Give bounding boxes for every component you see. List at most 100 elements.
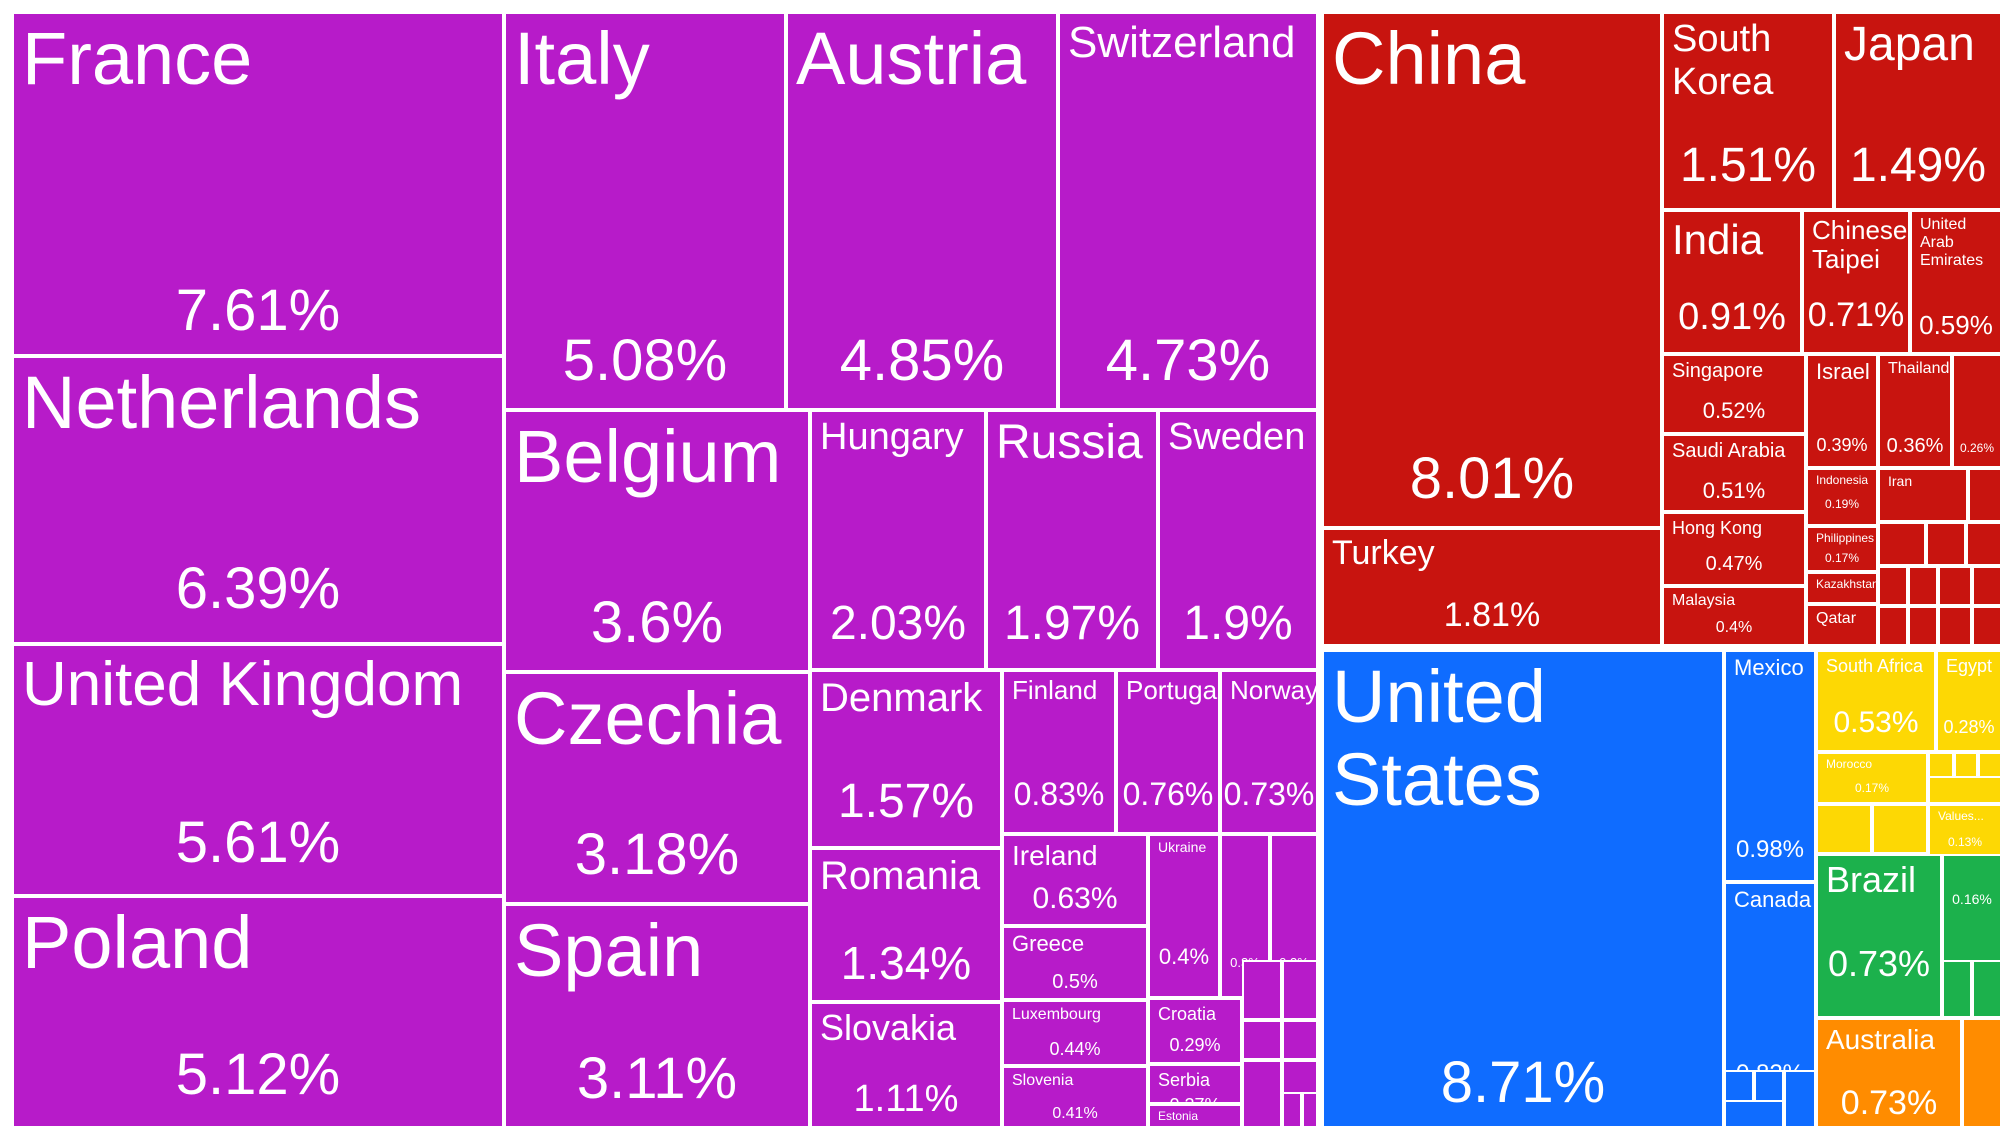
treemap-tile-small-cell[interactable] xyxy=(1962,1018,2002,1128)
treemap-tile-small-cell[interactable] xyxy=(1282,1020,1318,1060)
tile-name-label: United Kingdom xyxy=(22,650,464,719)
treemap-tile-small-cell[interactable] xyxy=(1978,752,2002,778)
tile-value-label: 0.83% xyxy=(1013,776,1105,812)
tile-value-label: 8.01% xyxy=(1409,446,1575,511)
treemap-tile-hungary[interactable]: Hungary 2.03% xyxy=(810,410,986,670)
treemap-tile-small-cell[interactable] xyxy=(1242,960,1282,1020)
treemap-tile-czechia[interactable]: Czechia 3.18% xyxy=(504,672,810,904)
treemap-tile-france[interactable]: France 7.61% xyxy=(12,12,504,356)
treemap-tile-greece[interactable]: Greece 0.5% xyxy=(1002,926,1148,1000)
treemap-tile-japan[interactable]: Japan 1.49% xyxy=(1834,12,2002,210)
treemap-tile-ireland[interactable]: Ireland 0.63% xyxy=(1002,834,1148,926)
tile-value-label: 0.41% xyxy=(1052,1105,1098,1122)
treemap-tile-small-cell[interactable] xyxy=(1942,960,1972,1018)
treemap-tile-luxembourg[interactable]: Luxembourg 0.44% xyxy=(1002,1000,1148,1066)
treemap-tile-turkey[interactable]: Turkey 1.81% xyxy=(1322,528,1662,646)
tile-value-label: 8.71% xyxy=(1440,1050,1606,1115)
treemap-tile-small-cell[interactable] xyxy=(1302,1092,1318,1128)
treemap-tile-small-cell[interactable] xyxy=(1242,1020,1282,1060)
treemap-tile-ukraine[interactable]: Ukraine 0.4% xyxy=(1148,834,1220,998)
treemap-tile-small-cell[interactable] xyxy=(1724,1100,1784,1128)
treemap-tile-values[interactable]: Values... 0.13% xyxy=(1928,804,2002,856)
treemap-tile-india[interactable]: India 0.91% xyxy=(1662,210,1802,354)
treemap-tile-israel[interactable]: Israel 0.39% xyxy=(1806,354,1878,468)
treemap-tile-south-africa[interactable]: South Africa 0.53% xyxy=(1816,650,1936,752)
treemap-tile-small-cell[interactable] xyxy=(1938,606,1972,646)
treemap-tile-croatia[interactable]: Croatia 0.29% xyxy=(1148,998,1242,1064)
treemap-tile-slovenia[interactable]: Slovenia 0.41% xyxy=(1002,1066,1148,1128)
tile-name-label: Netherlands xyxy=(22,361,422,444)
treemap-tile-united-states[interactable]: United States 8.71% xyxy=(1322,650,1724,1128)
treemap-tile-small-cell[interactable] xyxy=(1972,960,2002,1018)
treemap-tile-small-cell[interactable] xyxy=(1282,1092,1302,1128)
treemap-tile-morocco[interactable]: Morocco 0.17% xyxy=(1816,752,1928,804)
tile-name-label: France xyxy=(22,17,253,100)
treemap-tile-small-cell[interactable] xyxy=(1908,566,1938,606)
treemap-tile-switzerland[interactable]: Switzerland 4.73% xyxy=(1058,12,1318,410)
tile-name-label: United States xyxy=(1332,655,1546,821)
treemap-tile-cell-1-13[interactable]: 0.26% xyxy=(1952,354,2002,468)
treemap-tile-small-cell[interactable] xyxy=(1938,566,1972,606)
treemap-tile-malaysia[interactable]: Malaysia 0.4% xyxy=(1662,586,1806,646)
treemap-tile-small-cell[interactable] xyxy=(1878,566,1908,606)
treemap-tile-australia[interactable]: Australia 0.73% xyxy=(1816,1018,1962,1128)
treemap-tile-small-cell[interactable] xyxy=(1242,1060,1282,1128)
treemap-tile-norway[interactable]: Norway 0.73% xyxy=(1220,670,1318,834)
treemap-tile-small-cell[interactable] xyxy=(1966,522,2002,566)
treemap-tile-serbia[interactable]: Serbia 0.27% xyxy=(1148,1064,1242,1104)
treemap-tile-small-cell[interactable] xyxy=(1928,752,1954,778)
treemap-tile-small-cell[interactable] xyxy=(1872,804,1928,854)
treemap-tile-slovakia[interactable]: Slovakia 1.11% xyxy=(810,1002,1002,1128)
treemap-tile-brazil[interactable]: Brazil 0.73% xyxy=(1816,854,1942,1018)
treemap-tile-sweden[interactable]: Sweden 1.9% xyxy=(1158,410,1318,670)
treemap-tile-egypt[interactable]: Egypt 0.28% xyxy=(1936,650,2002,752)
treemap-tile-austria[interactable]: Austria 4.85% xyxy=(786,12,1058,410)
treemap-tile-small-cell[interactable] xyxy=(1972,566,2002,606)
treemap-tile-russia[interactable]: Russia 1.97% xyxy=(986,410,1158,670)
treemap-tile-denmark[interactable]: Denmark 1.57% xyxy=(810,670,1002,848)
treemap-tile-small-cell[interactable] xyxy=(1784,1070,1816,1128)
treemap-tile-singapore[interactable]: Singapore 0.52% xyxy=(1662,354,1806,434)
treemap-tile-small-cell[interactable] xyxy=(1282,960,1318,1020)
tile-name-label: Hong Kong xyxy=(1672,518,1763,538)
tile-value-label: 1.34% xyxy=(840,937,972,989)
treemap-tile-small-cell[interactable] xyxy=(1954,752,1978,778)
treemap-tile-belgium[interactable]: Belgium 3.6% xyxy=(504,410,810,672)
treemap-tile-united-kingdom[interactable]: United Kingdom 5.61% xyxy=(12,644,504,896)
treemap-tile-small-cell[interactable] xyxy=(1968,468,2002,522)
treemap-tile-iran[interactable]: Iran xyxy=(1878,468,1968,522)
treemap-tile-thailand[interactable]: Thailand 0.36% xyxy=(1878,354,1952,468)
treemap-tile-portugal[interactable]: Portugal 0.76% xyxy=(1116,670,1220,834)
treemap-tile-netherlands[interactable]: Netherlands 6.39% xyxy=(12,356,504,644)
treemap-tile-united-arab-emirates[interactable]: United Arab Emirates 0.59% xyxy=(1910,210,2002,354)
treemap-tile-poland[interactable]: Poland 5.12% xyxy=(12,896,504,1128)
treemap-tile-romania[interactable]: Romania 1.34% xyxy=(810,848,1002,1002)
treemap-tile-chinese-taipei[interactable]: Chinese Taipei 0.71% xyxy=(1802,210,1910,354)
tile-value-label: 0.73% xyxy=(1840,1084,1938,1122)
treemap-tile-indonesia[interactable]: Indonesia 0.19% xyxy=(1806,468,1878,526)
treemap-tile-china[interactable]: China 8.01% xyxy=(1322,12,1662,528)
treemap-tile-kazakhstan[interactable]: Kazakhstan xyxy=(1806,572,1878,604)
treemap-tile-qatar[interactable]: Qatar xyxy=(1806,604,1878,646)
treemap-tile-italy[interactable]: Italy 5.08% xyxy=(504,12,786,410)
tile-name-label: Belgium xyxy=(514,415,782,498)
treemap-tile-small-cell[interactable] xyxy=(1908,606,1938,646)
treemap-tile-finland[interactable]: Finland 0.83% xyxy=(1002,670,1116,834)
tile-name-label: Israel xyxy=(1816,359,1870,384)
tile-value-label: 0.28% xyxy=(1943,717,1995,737)
treemap-tile-hong-kong[interactable]: Hong Kong 0.47% xyxy=(1662,512,1806,586)
treemap-tile-small-cell[interactable] xyxy=(1878,522,1926,566)
treemap-tile-spain[interactable]: Spain 3.11% xyxy=(504,904,810,1128)
treemap-tile-philippines[interactable]: Philippines 0.17% xyxy=(1806,526,1878,572)
treemap-tile-mexico[interactable]: Mexico 0.98% xyxy=(1724,650,1816,882)
treemap-tile-estonia[interactable]: Estonia xyxy=(1148,1104,1242,1128)
treemap-tile-small-cell[interactable] xyxy=(1878,606,1908,646)
treemap-tile-small-cell[interactable] xyxy=(1972,606,2002,646)
tile-value-label: 1.49% xyxy=(1849,139,1987,192)
treemap-tile-small-cell[interactable] xyxy=(1816,804,1872,854)
treemap-tile-small-cell[interactable] xyxy=(1926,522,1966,566)
tile-name-label: Egypt xyxy=(1946,656,1993,676)
treemap-tile-south-korea[interactable]: South Korea 1.51% xyxy=(1662,12,1834,210)
tile-value-label: 1.97% xyxy=(1003,597,1141,650)
treemap-tile-saudi-arabia[interactable]: Saudi Arabia 0.51% xyxy=(1662,434,1806,512)
